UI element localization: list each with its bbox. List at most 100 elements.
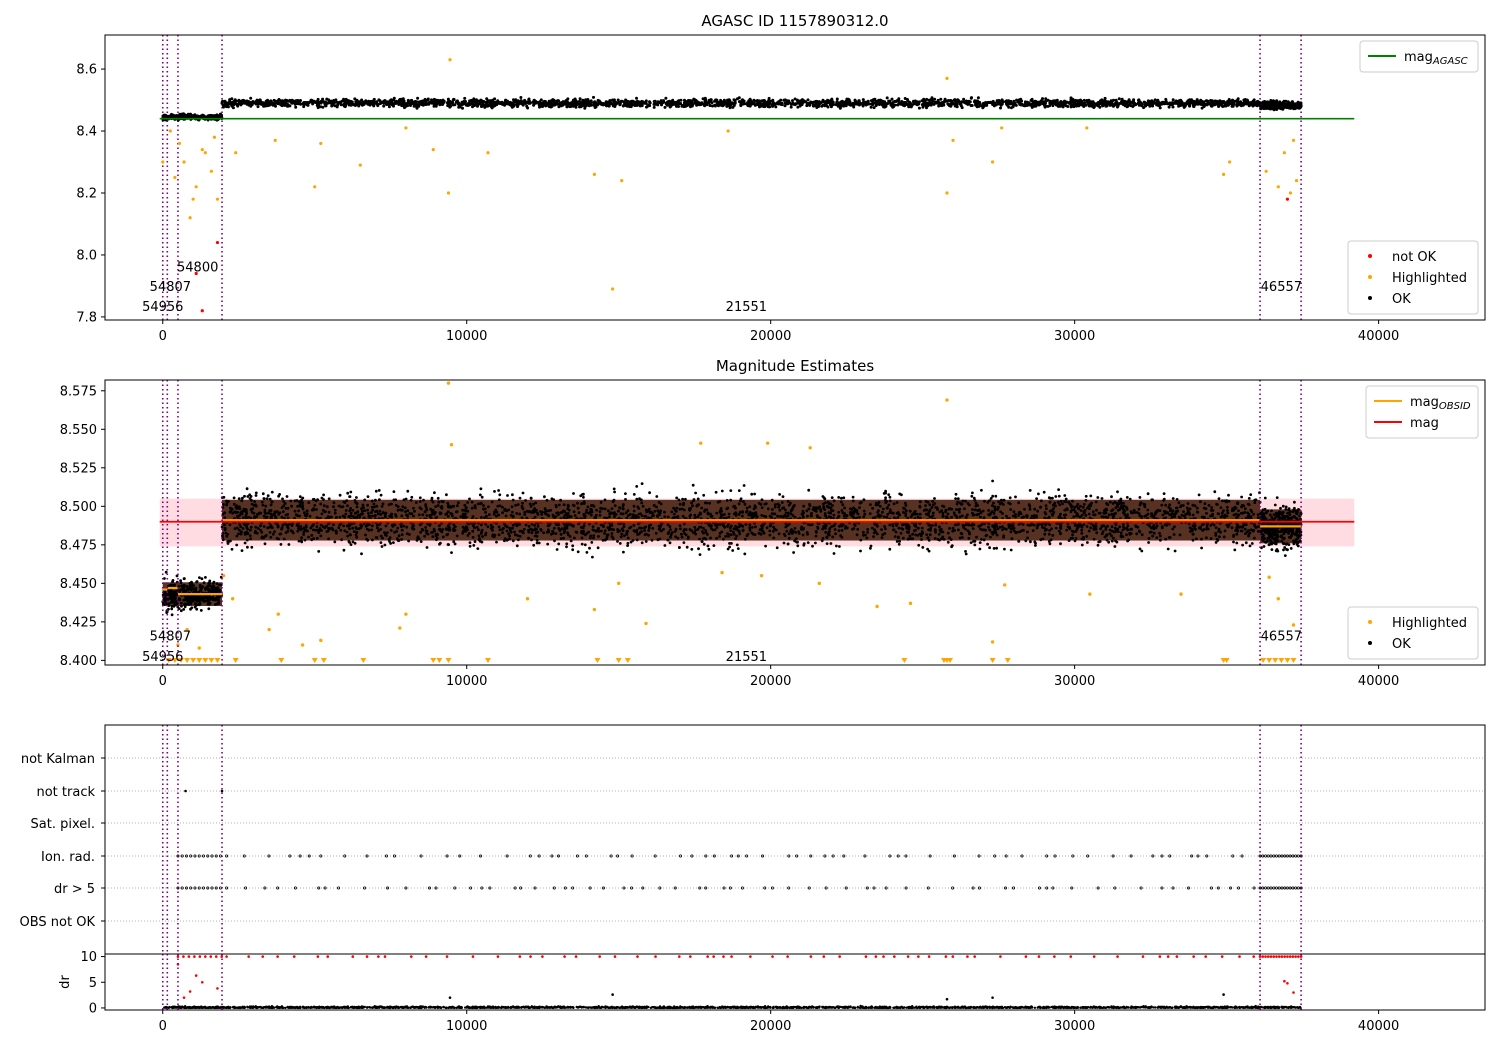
data-point: [198, 603, 201, 607]
highlighted-point: [1264, 169, 1268, 173]
data-point: [372, 98, 376, 102]
data-point: [1134, 103, 1138, 107]
data-point: [992, 547, 996, 550]
data-point: [290, 504, 293, 508]
data-point: [361, 509, 364, 513]
highlighted-point: [486, 151, 490, 155]
data-point: [471, 515, 475, 518]
data-point: [999, 510, 1002, 514]
data-point: [498, 504, 502, 508]
data-point: [981, 509, 985, 513]
data-point: [183, 585, 186, 589]
data-point: [625, 516, 629, 520]
data-point: [202, 581, 206, 585]
data-point: [779, 98, 783, 102]
data-point: [948, 104, 951, 108]
data-point: [682, 508, 686, 512]
data-point: [592, 95, 595, 99]
data-point: [190, 584, 193, 588]
data-point: [653, 99, 657, 103]
data-point: [521, 103, 525, 107]
data-point: [1093, 102, 1096, 105]
data-point: [390, 100, 394, 104]
data-point: [423, 97, 427, 101]
data-point: [737, 502, 741, 506]
data-point: [796, 100, 800, 104]
data-point: [929, 529, 932, 532]
data-point: [1099, 101, 1103, 105]
data-point: [1005, 103, 1009, 107]
data-point: [244, 513, 248, 517]
data-point: [822, 505, 826, 509]
data-point: [349, 543, 353, 546]
data-point: [309, 526, 313, 530]
data-point: [418, 496, 422, 500]
data-point: [1242, 98, 1246, 102]
not-ok-point: [200, 309, 204, 313]
data-point: [763, 100, 767, 104]
data-point: [1103, 96, 1107, 100]
data-point: [592, 534, 596, 537]
data-point: [532, 98, 536, 102]
data-point: [668, 102, 672, 106]
data-point: [1235, 532, 1239, 536]
highlighted-point: [215, 197, 220, 201]
data-point: [263, 510, 267, 514]
data-point: [1026, 530, 1029, 534]
highlighted-point: [404, 126, 408, 130]
data-point: [741, 98, 744, 102]
data-point: [188, 581, 192, 585]
data-point: [1298, 106, 1302, 110]
data-point: [333, 508, 337, 512]
data-point: [373, 101, 377, 105]
data-point: [760, 498, 764, 502]
data-point: [861, 104, 865, 108]
data-point: [1105, 104, 1109, 108]
data-point: [974, 101, 978, 104]
data-point: [581, 526, 585, 530]
data-point: [182, 112, 185, 116]
data-point: [550, 99, 554, 103]
data-point: [230, 547, 234, 551]
data-point: [1146, 99, 1150, 103]
data-point: [1067, 539, 1071, 542]
data-point: [883, 532, 887, 535]
highlighted-point: [209, 169, 213, 173]
data-point: [760, 99, 764, 103]
data-point: [491, 98, 495, 102]
data-point: [1275, 100, 1279, 103]
data-point: [405, 525, 409, 529]
data-point: [1263, 100, 1266, 103]
data-point: [663, 105, 667, 109]
data-point: [199, 609, 203, 612]
data-point: [1175, 498, 1179, 501]
data-point: [1071, 499, 1074, 503]
data-point: [1195, 506, 1199, 510]
data-point: [1171, 105, 1175, 109]
data-point: [1004, 99, 1008, 103]
data-point: [1286, 102, 1290, 106]
data-point: [519, 96, 523, 99]
data-point: [722, 103, 726, 107]
data-point: [671, 98, 675, 102]
data-point: [933, 502, 937, 505]
data-point: [933, 97, 937, 101]
data-point: [237, 100, 241, 104]
data-point: [1098, 105, 1102, 109]
data-point: [201, 599, 205, 603]
data-point: [1009, 508, 1013, 511]
data-point: [618, 542, 622, 545]
data-point: [612, 487, 616, 491]
data-point: [1291, 106, 1295, 110]
data-point: [482, 103, 486, 107]
data-point: [377, 529, 380, 533]
data-point: [179, 579, 183, 583]
data-point: [162, 598, 166, 601]
data-point: [1121, 103, 1125, 106]
data-point: [1128, 497, 1132, 501]
data-point: [1073, 539, 1077, 543]
data-point: [731, 549, 735, 552]
data-point: [1011, 105, 1015, 109]
data-point: [493, 510, 496, 514]
data-point: [648, 100, 651, 104]
